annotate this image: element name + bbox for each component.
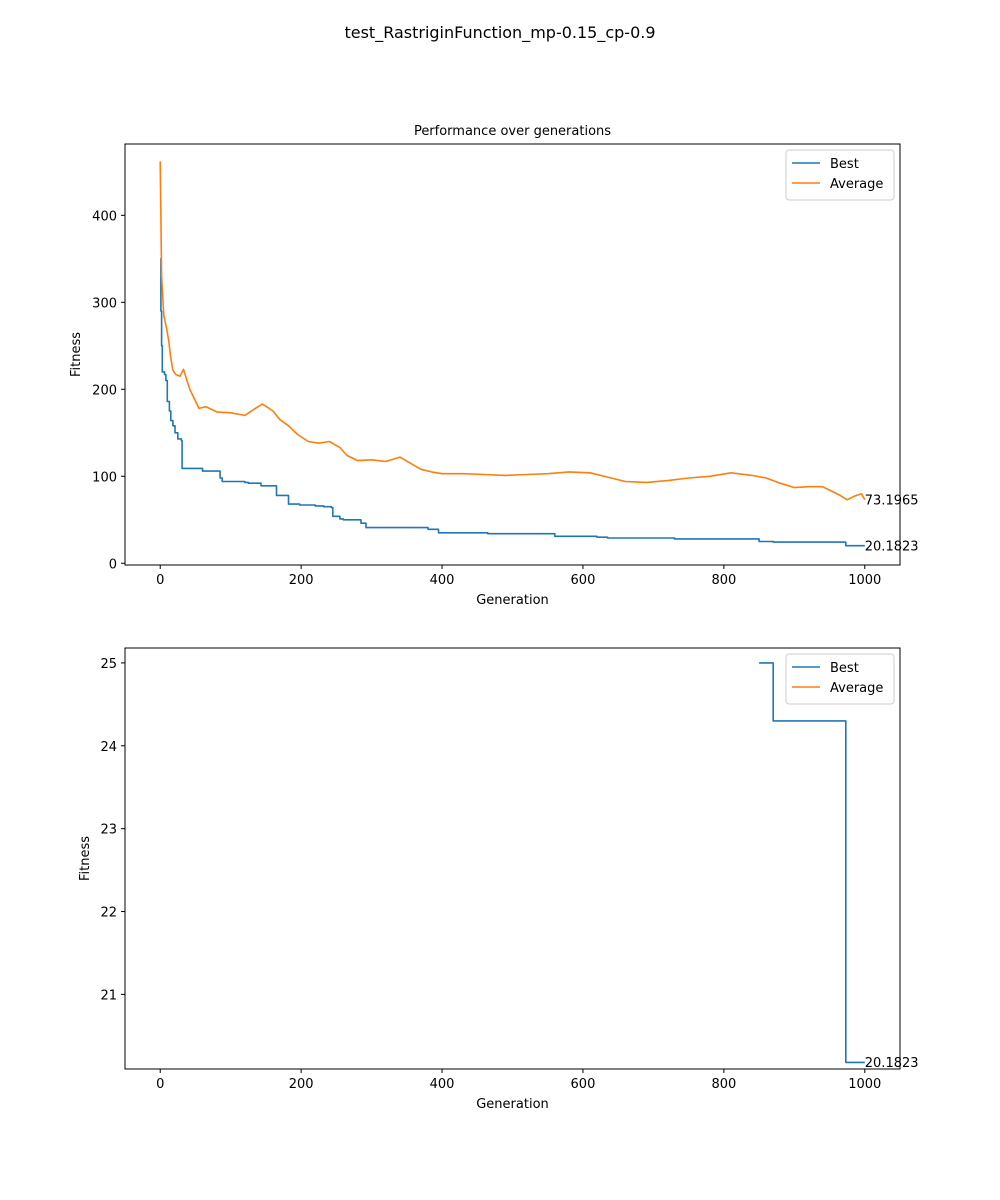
x-tick-label: 600: [571, 1077, 596, 1092]
x-tick-label: 0: [156, 1077, 164, 1092]
chart-title: Performance over generations: [414, 124, 611, 139]
x-tick-label: 600: [571, 573, 596, 588]
y-tick-label: 400: [92, 209, 117, 224]
series-line-best: [160, 258, 865, 547]
x-tick-label: 200: [289, 573, 314, 588]
y-tick-label: 21: [100, 988, 117, 1003]
series-line-average: [159, 161, 866, 501]
series-group: [759, 662, 865, 1064]
x-tick-label: 400: [430, 1077, 455, 1092]
x-tick-label: 800: [711, 573, 736, 588]
value-annotation: 73.1965: [865, 494, 919, 509]
y-tick-label: 24: [100, 740, 117, 755]
y-tick-label: 23: [100, 823, 117, 838]
y-axis-label: Fitness: [69, 332, 84, 377]
figure-title: test_RastriginFunction_mp-0.15_cp-0.9: [344, 23, 655, 43]
x-tick-label: 1000: [848, 573, 881, 588]
legend-label: Best: [830, 157, 859, 172]
value-annotation: 20.1823: [865, 540, 919, 555]
x-axis-label: Generation: [476, 1097, 549, 1112]
x-tick-label: 800: [711, 1077, 736, 1092]
chart-performance: Performance over generations 0 200 400 600 80…: [69, 124, 919, 608]
y-tick-label: 25: [100, 657, 117, 672]
x-tick-label: 1000: [848, 1077, 881, 1092]
value-annotation: 20.1823: [865, 1056, 919, 1071]
y-axis-label: Fitness: [78, 836, 93, 881]
x-axis-label: Generation: [476, 593, 549, 608]
plot-frame: [124, 143, 901, 566]
x-tick-label: 400: [430, 573, 455, 588]
legend-label: Best: [830, 661, 859, 676]
plot-frame: [124, 647, 901, 1070]
x-tick-label: 0: [156, 573, 164, 588]
series-line-best: [759, 662, 865, 1064]
legend-label: Average: [830, 681, 883, 696]
y-tick-label: 22: [100, 906, 117, 921]
legend: Best Average: [785, 653, 895, 705]
y-tick-label: 200: [92, 383, 117, 398]
chart-zoomed-fitness: 0 200 400 600 800 1000 21 22 23 24 25 Generation Fit…: [78, 647, 919, 1112]
series-group: [159, 161, 866, 547]
legend-label: Average: [830, 177, 883, 192]
y-tick-label: 300: [92, 296, 117, 311]
x-tick-label: 200: [289, 1077, 314, 1092]
y-tick-label: 0: [109, 557, 117, 572]
legend: Best Average: [785, 149, 895, 201]
y-tick-label: 100: [92, 470, 117, 485]
